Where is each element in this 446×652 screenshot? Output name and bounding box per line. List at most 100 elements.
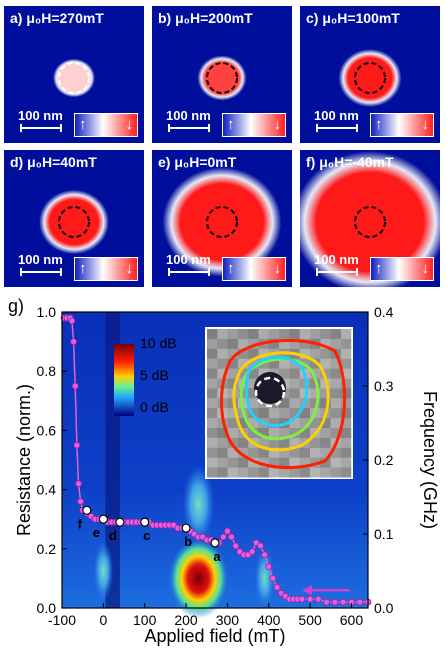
- annotation-marker: [210, 538, 220, 548]
- inset-pixel: [227, 368, 238, 379]
- resistance-point: [228, 533, 235, 541]
- scale-bar-label: 100 nm: [18, 252, 63, 267]
- domain-image: [39, 189, 109, 255]
- scale-bar: [168, 124, 210, 132]
- inset-pixel: [217, 329, 228, 339]
- inset-pixel: [310, 348, 321, 359]
- inset-pixel: [340, 437, 352, 448]
- y-tick-label-right: 0.1: [374, 526, 394, 542]
- inset-pixel: [248, 348, 259, 359]
- inset-pixel: [217, 358, 228, 369]
- inset-pixel: [227, 329, 238, 339]
- inset-pixel: [320, 447, 331, 458]
- up-arrow-icon: ↑: [227, 116, 235, 133]
- inset-pixel: [289, 437, 300, 448]
- mfm-panel-a: a) μ₀H=270mT 100 nm ↑ ↓: [4, 6, 144, 143]
- inset-pixel: [248, 329, 259, 339]
- up-arrow-icon: ↑: [375, 260, 383, 277]
- panel-label: b) μ₀H=200mT: [158, 10, 253, 26]
- inset-pixel: [258, 437, 269, 448]
- resistance-point: [257, 542, 264, 550]
- inset-pixel: [237, 457, 249, 468]
- resistance-point: [356, 598, 364, 606]
- panel-label: a) μ₀H=270mT: [10, 10, 104, 26]
- panel-label: d) μ₀H=40mT: [10, 154, 97, 170]
- inset-pixel: [207, 447, 218, 458]
- colorbar-label: 5 dB: [140, 367, 169, 383]
- down-arrow-icon: ↓: [125, 260, 134, 277]
- inset-pixel: [258, 329, 269, 339]
- inset-pixel: [330, 358, 341, 369]
- inset-pixel: [237, 329, 249, 339]
- resistance-point: [73, 441, 81, 449]
- inset-contour: [220, 338, 347, 470]
- x-tick-label: 0: [99, 612, 107, 628]
- scale-bar: [316, 268, 358, 276]
- inset-pixel: [279, 437, 290, 448]
- inset-pixel: [217, 437, 228, 448]
- inset-pixel: [207, 358, 218, 369]
- inset-pixel: [289, 358, 300, 369]
- inset-pixel: [289, 457, 300, 468]
- heatmap-colorbar: [114, 344, 134, 416]
- domain-image: [338, 49, 402, 107]
- inset-pixel: [217, 457, 228, 468]
- y-tick-label-left: 0.6: [37, 422, 57, 438]
- panel-label: f) μ₀H=-40mT: [306, 154, 394, 170]
- inset-pixel: [340, 457, 352, 468]
- inset-pixel: [207, 338, 218, 349]
- magnetization-colorbar: ↑ ↓: [370, 113, 434, 137]
- annotation-label: c: [143, 528, 150, 543]
- inset-pixel: [340, 329, 352, 339]
- inset-pixel: [207, 418, 218, 429]
- inset-pixel: [320, 329, 331, 339]
- inset-pixel: [248, 388, 259, 399]
- magnetic-domain: [300, 151, 440, 287]
- annotation-label: d: [109, 528, 117, 543]
- inset-pixel: [248, 418, 259, 429]
- inset-pixel: [330, 398, 341, 409]
- domain-image: [197, 55, 247, 101]
- inset-pixel: [268, 329, 280, 339]
- y-axis-title-right: Frequency (GHz): [420, 391, 440, 529]
- inset-pixel: [289, 338, 300, 349]
- nanocontact-outline: [58, 62, 90, 94]
- inset-pixel: [268, 358, 280, 369]
- inset-pixel: [289, 428, 300, 438]
- inset-pixel: [299, 447, 311, 458]
- inset-contour: [245, 355, 309, 427]
- resistance-point: [314, 595, 322, 603]
- magnetization-colorbar: ↑ ↓: [222, 113, 286, 137]
- inset-pixel: [279, 338, 290, 349]
- inset-pixel: [320, 388, 331, 399]
- resistance-point: [68, 317, 76, 325]
- inset-pixel: [237, 348, 249, 359]
- inset-pixel: [299, 418, 311, 429]
- inset-pixel: [237, 418, 249, 429]
- inset-pixel: [227, 467, 238, 478]
- down-arrow-icon: ↓: [125, 116, 134, 133]
- inset-pixel: [227, 447, 238, 458]
- inset-pixel: [330, 447, 341, 458]
- inset-pixel: [320, 437, 331, 448]
- inset-pixel: [258, 398, 269, 409]
- heatmap-peak: [168, 538, 229, 619]
- y-tick-label-left: 0.2: [37, 541, 57, 557]
- inset-pixel: [217, 368, 228, 379]
- inset-pixel: [217, 447, 228, 458]
- inset-pixel: [320, 428, 331, 438]
- inset-pixel: [258, 467, 269, 478]
- inset-pixel: [217, 428, 228, 438]
- inset-pixel: [268, 447, 280, 458]
- scale-bar-label: 100 nm: [166, 252, 211, 267]
- y-tick-label-right: 0.0: [374, 600, 394, 616]
- inset-pixel: [227, 398, 238, 409]
- inset-pixel: [330, 329, 341, 339]
- resistance-point: [331, 598, 339, 606]
- inset-pixel: [310, 447, 321, 458]
- nanocontact-outline: [354, 206, 386, 238]
- colorbar-label: 10 dB: [140, 335, 177, 351]
- inset-pixel: [217, 348, 228, 359]
- inset-pixel: [340, 408, 352, 419]
- inset-pixel: [227, 348, 238, 359]
